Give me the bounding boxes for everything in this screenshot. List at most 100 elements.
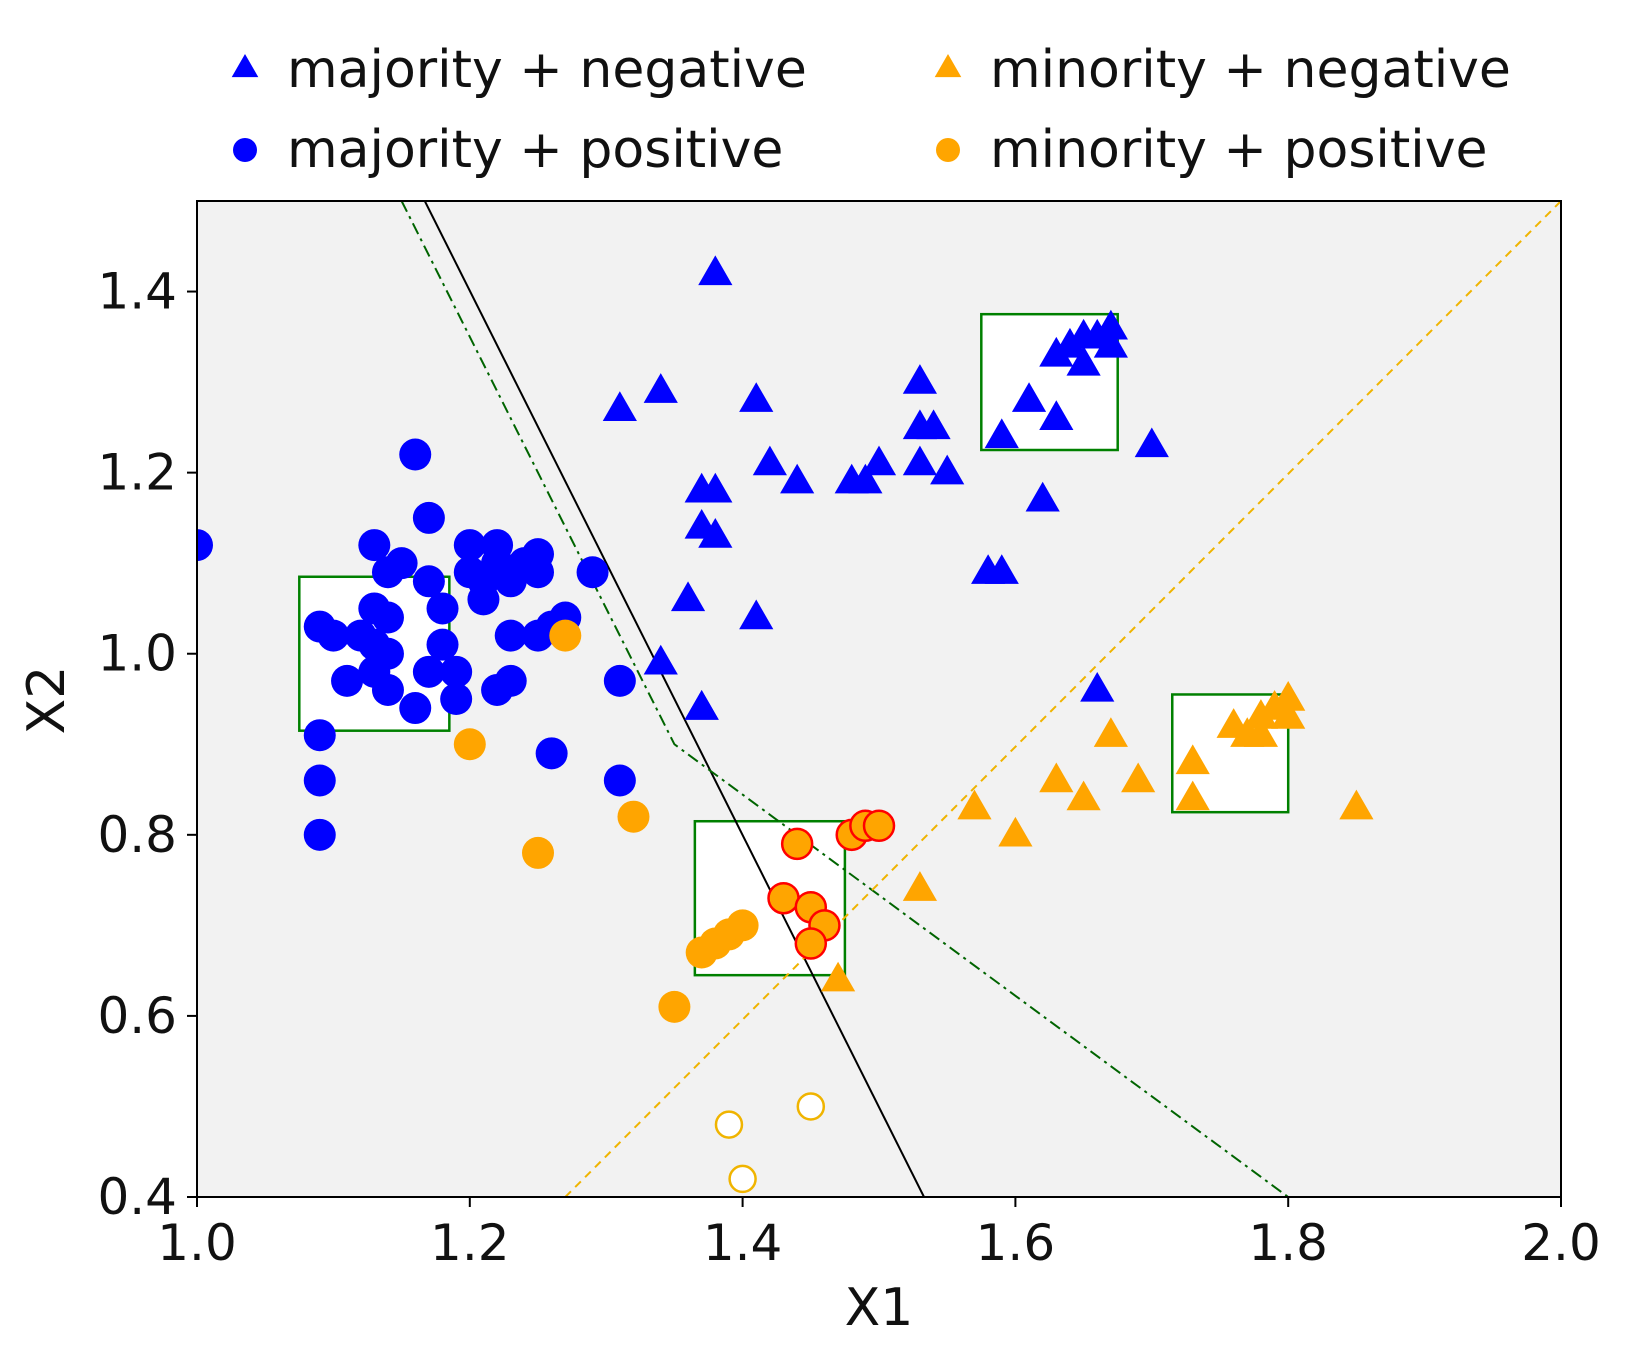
minority-positive-point xyxy=(522,836,554,869)
majority-negative-point xyxy=(1093,327,1128,358)
minority-negative-point xyxy=(1121,762,1156,793)
minority-negative-point xyxy=(957,789,992,820)
majority-positive-point xyxy=(197,529,213,562)
majority-positive-point xyxy=(426,592,459,625)
majority-negative-point xyxy=(1134,427,1169,458)
majority-positive-point xyxy=(371,601,404,634)
legend-majority-positive-label: majority + positive xyxy=(287,120,783,180)
majority-negative-point xyxy=(739,599,774,630)
decision-boundaries xyxy=(400,201,1561,1197)
minority-negative-point xyxy=(902,871,938,901)
legend-minority-negative-marker xyxy=(934,54,962,78)
highlighted-minority-positive-point xyxy=(780,827,814,861)
legend-majority-positive-marker xyxy=(233,138,257,162)
x-tick-label: 1.0 xyxy=(157,1214,237,1272)
minority-negative-point xyxy=(1175,780,1210,811)
majority-positive-point xyxy=(412,655,445,688)
majority-negative-point xyxy=(902,445,938,476)
majority-positive-point xyxy=(317,619,350,652)
minority-positive-point xyxy=(617,800,650,833)
majority-positive-point xyxy=(303,764,336,797)
highlighted-minority-positive-point xyxy=(767,881,800,915)
majority-positive-point xyxy=(494,664,527,697)
legend: majority + negative minority + negative ma… xyxy=(231,40,1511,180)
majority-negative-point xyxy=(698,518,733,548)
legend-majority-negative-label: majority + negative xyxy=(287,40,807,100)
minority-negative-point xyxy=(1339,789,1374,820)
majority-positive-point xyxy=(440,655,473,688)
majority-negative-point xyxy=(684,690,719,720)
majority-positive-point xyxy=(303,719,336,752)
minority-positive-point xyxy=(658,990,691,1023)
solid-boundary-line xyxy=(423,201,925,1197)
majority-positive-point xyxy=(603,764,636,797)
majority-positive-point xyxy=(494,619,527,652)
majority-positive-point xyxy=(385,547,418,580)
majority-negative-point xyxy=(780,463,815,494)
majority-negative-point xyxy=(902,364,938,394)
minority-negative-point xyxy=(1175,744,1210,775)
x-axis-ticks: 1.0 1.2 1.4 1.6 1.8 2.0 xyxy=(157,1197,1601,1272)
legend-minority-positive-marker xyxy=(936,138,960,162)
majority-positive-point xyxy=(426,628,459,661)
majority-negative-point xyxy=(1066,345,1101,376)
minority-negative-point xyxy=(1039,762,1074,793)
majority-negative-point xyxy=(1011,382,1047,412)
majority-negative-point xyxy=(984,554,1019,584)
majority-positive-point xyxy=(522,556,554,589)
majority-negative-point xyxy=(643,373,678,403)
y-axis-label: X2 xyxy=(17,666,77,735)
y-tick-label: 1.4 xyxy=(97,263,177,321)
minority-negative-point xyxy=(820,961,856,992)
majority-positive-point xyxy=(467,583,500,616)
majority-positive-point xyxy=(371,673,404,706)
y-tick-label: 0.4 xyxy=(97,1168,177,1226)
plot-frame xyxy=(196,200,1562,1198)
dashdot-boundary-line xyxy=(400,201,1289,1197)
x-tick-label: 2.0 xyxy=(1521,1214,1601,1272)
majority-negative-point xyxy=(984,418,1019,449)
majority-negative-point xyxy=(1093,309,1128,340)
majority-negative-point xyxy=(848,463,883,494)
minority-negative-point xyxy=(998,816,1033,847)
majority-positive-point xyxy=(399,438,432,471)
majority-negative-point xyxy=(698,255,733,286)
majority-negative-point xyxy=(1080,671,1115,702)
minority-positive-point xyxy=(453,728,486,761)
majority-positive-point xyxy=(453,529,486,562)
majority-positive-point xyxy=(399,692,432,725)
majority-negative-point xyxy=(1025,481,1060,512)
minority-negative-point xyxy=(1243,717,1279,747)
legend-majority-negative-marker xyxy=(231,54,259,78)
x-tick-label: 1.6 xyxy=(976,1214,1056,1272)
x-tick-label: 1.2 xyxy=(430,1214,510,1272)
majority-negative-point xyxy=(916,409,951,440)
legend-minority-positive-label: minority + positive xyxy=(990,120,1487,180)
majority-positive-point xyxy=(535,737,568,770)
majority-negative-point xyxy=(752,445,787,476)
majority-positive-point xyxy=(331,664,364,697)
majority-negative-point xyxy=(602,391,637,421)
majority-positive-point xyxy=(412,501,445,534)
hollow-point xyxy=(796,1092,826,1121)
hollow-point xyxy=(714,1110,744,1139)
minority-positive-point xyxy=(726,909,759,942)
majority-negative-point xyxy=(1039,400,1074,431)
legend-minority-negative-label: minority + negative xyxy=(990,40,1511,100)
majority-positive-point xyxy=(358,529,391,562)
majority-positive-point xyxy=(576,556,609,589)
y-axis-ticks: 0.4 0.6 0.8 1.0 1.2 1.4 xyxy=(97,263,197,1226)
hollow-point xyxy=(728,1164,757,1194)
x-axis-label: X1 xyxy=(845,1278,914,1338)
minority-negative-point xyxy=(1271,699,1306,729)
majority-negative-point xyxy=(698,472,733,503)
highlighted-minority-positive-point xyxy=(794,927,828,960)
minority-negative-point xyxy=(1093,717,1128,747)
x-tick-label: 1.4 xyxy=(703,1214,783,1272)
data-points xyxy=(197,255,1374,1194)
x-tick-label: 1.8 xyxy=(1248,1214,1328,1272)
majority-negative-point xyxy=(739,382,774,412)
y-tick-label: 1.2 xyxy=(97,444,177,502)
y-tick-label: 1.0 xyxy=(97,625,177,683)
